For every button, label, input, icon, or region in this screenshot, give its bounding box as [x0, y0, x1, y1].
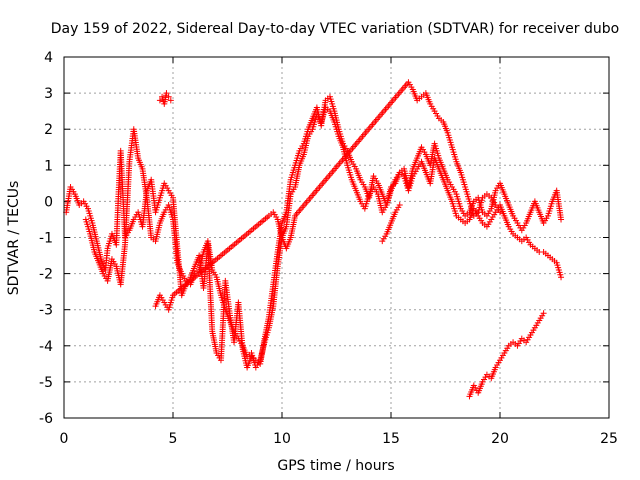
data-point	[540, 310, 547, 317]
y-tick-label: 2	[44, 122, 53, 138]
data-point	[167, 97, 174, 104]
y-tick-label: -6	[39, 411, 53, 427]
data-point	[396, 202, 403, 209]
y-tick-label: -5	[39, 375, 53, 391]
y-tick-label: -2	[39, 267, 53, 283]
x-tick-label: 10	[273, 431, 291, 447]
data-point	[163, 90, 170, 97]
x-tick-label: 15	[382, 431, 400, 447]
y-tick-label: 4	[44, 50, 53, 66]
x-axis-label: GPS time / hours	[277, 458, 394, 474]
plot-frame	[63, 56, 610, 419]
x-tick-label: 5	[169, 431, 178, 447]
x-tick-label: 25	[600, 431, 618, 447]
data-points	[63, 79, 565, 400]
y-tick-label: -3	[39, 303, 53, 319]
y-tick-label: 3	[44, 86, 53, 102]
y-axis-label: SDTVAR / TECUs	[6, 181, 22, 296]
grid	[64, 57, 609, 418]
data-point	[558, 216, 565, 223]
y-tick-label: 1	[44, 158, 53, 174]
y-tick-label: 0	[44, 194, 53, 210]
data-point	[156, 97, 163, 104]
x-tick-label: 20	[491, 431, 509, 447]
y-tick-label: -4	[39, 339, 53, 355]
chart-title: Day 159 of 2022, Sidereal Day-to-day VTE…	[51, 21, 619, 37]
x-tick-label: 0	[60, 431, 69, 447]
data-point	[497, 209, 503, 216]
y-tick-label: -1	[39, 231, 53, 247]
data-point	[165, 93, 172, 100]
data-point	[558, 274, 565, 281]
